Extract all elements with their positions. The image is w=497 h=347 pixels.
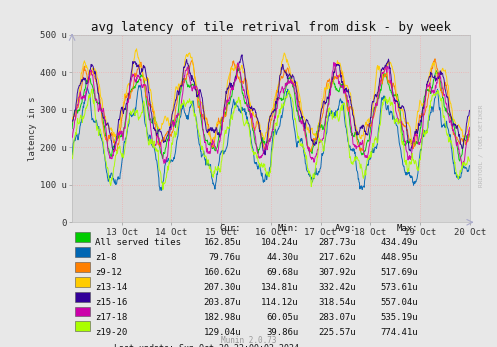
Text: 104.24u: 104.24u [261, 238, 299, 247]
Bar [75, 247, 90, 257]
Text: 318.54u: 318.54u [319, 298, 356, 307]
Text: 129.04u: 129.04u [203, 328, 241, 337]
Text: 434.49u: 434.49u [380, 238, 418, 247]
Text: Max:: Max: [397, 225, 418, 234]
Text: 44.30u: 44.30u [266, 253, 299, 262]
Text: 114.12u: 114.12u [261, 298, 299, 307]
Bar [75, 306, 90, 316]
Text: 69.68u: 69.68u [266, 268, 299, 277]
Text: 573.61u: 573.61u [380, 283, 418, 292]
Text: 774.41u: 774.41u [380, 328, 418, 337]
Text: z17-18: z17-18 [95, 313, 127, 322]
Text: z9-12: z9-12 [95, 268, 122, 277]
Text: Avg:: Avg: [335, 225, 356, 234]
Text: 160.62u: 160.62u [203, 268, 241, 277]
Text: 182.98u: 182.98u [203, 313, 241, 322]
Bar [75, 277, 90, 287]
Y-axis label: latency in s: latency in s [28, 96, 37, 161]
Text: 207.30u: 207.30u [203, 283, 241, 292]
Text: 557.04u: 557.04u [380, 298, 418, 307]
Bar [75, 232, 90, 242]
Bar [75, 291, 90, 302]
Text: 39.86u: 39.86u [266, 328, 299, 337]
Text: 203.87u: 203.87u [203, 298, 241, 307]
Text: 134.81u: 134.81u [261, 283, 299, 292]
Text: 332.42u: 332.42u [319, 283, 356, 292]
Text: Munin 2.0.73: Munin 2.0.73 [221, 336, 276, 345]
Text: Min:: Min: [277, 225, 299, 234]
Text: 535.19u: 535.19u [380, 313, 418, 322]
Text: z15-16: z15-16 [95, 298, 127, 307]
Title: avg latency of tile retrival from disk - by week: avg latency of tile retrival from disk -… [91, 20, 451, 34]
Text: 283.07u: 283.07u [319, 313, 356, 322]
Text: z1-8: z1-8 [95, 253, 117, 262]
Text: 162.85u: 162.85u [203, 238, 241, 247]
Text: RRDTOOL / TOBI OETIKER: RRDTOOL / TOBI OETIKER [479, 104, 484, 187]
Text: Cur:: Cur: [220, 225, 241, 234]
Bar [75, 262, 90, 272]
Text: 60.05u: 60.05u [266, 313, 299, 322]
Text: 287.73u: 287.73u [319, 238, 356, 247]
Bar [75, 321, 90, 331]
Text: All served tiles: All served tiles [95, 238, 181, 247]
Text: 79.76u: 79.76u [209, 253, 241, 262]
Text: 307.92u: 307.92u [319, 268, 356, 277]
Text: 217.62u: 217.62u [319, 253, 356, 262]
Text: z13-14: z13-14 [95, 283, 127, 292]
Text: z19-20: z19-20 [95, 328, 127, 337]
Text: Last update: Sun Oct 20 22:00:02 2024: Last update: Sun Oct 20 22:00:02 2024 [114, 344, 299, 347]
Text: 517.69u: 517.69u [380, 268, 418, 277]
Text: 225.57u: 225.57u [319, 328, 356, 337]
Text: 448.95u: 448.95u [380, 253, 418, 262]
